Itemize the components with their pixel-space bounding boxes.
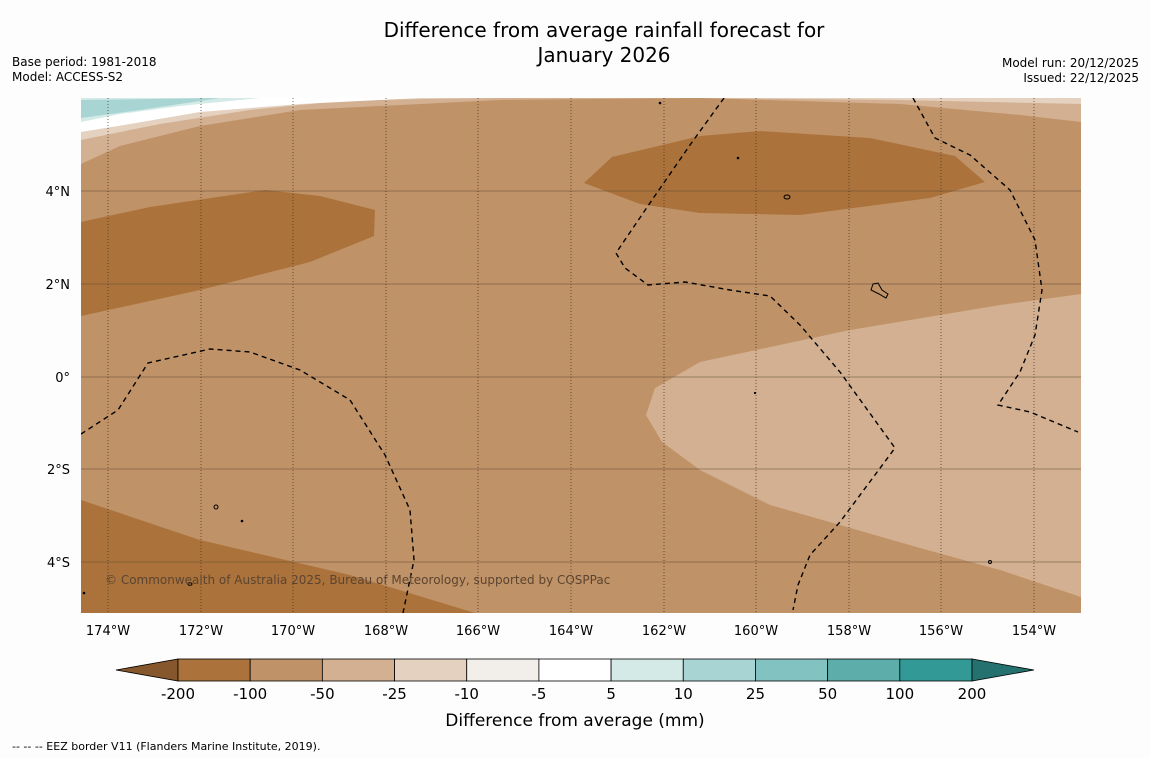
lon-label: 164°W	[549, 624, 593, 639]
colorbar-segments	[177, 658, 973, 682]
map-title: Difference from average rainfall forecas…	[300, 18, 908, 68]
lon-label: 170°W	[271, 624, 315, 639]
island-outline	[870, 282, 889, 299]
colorbar-segment	[899, 658, 973, 682]
colorbar-segment	[682, 658, 756, 682]
lon-label: 156°W	[919, 624, 963, 639]
lon-label: 174°W	[86, 624, 130, 639]
lat-label: 2°N	[46, 278, 71, 293]
meta-right: Model run: 20/12/2025 Issued: 22/12/2025	[1002, 56, 1139, 86]
base-period-text: Base period: 1981-2018	[12, 55, 157, 69]
lon-labels: 174°W 172°W 170°W 168°W 166°W 164°W 162°…	[86, 624, 1056, 639]
lat-label: 0°	[55, 371, 70, 386]
island-dot	[753, 391, 757, 395]
colorbar-segment	[249, 658, 323, 682]
eez-border-west	[81, 348, 415, 613]
model-text: Model: ACCESS-S2	[12, 70, 124, 84]
colorbar-segment	[177, 658, 251, 682]
title-line-1: Difference from average rainfall forecas…	[383, 18, 825, 42]
colorbar-segment	[610, 658, 684, 682]
colorbar-tick-label: 5	[606, 685, 616, 703]
field-dark-patch-southwest	[81, 500, 475, 613]
colorbar-segment	[538, 658, 612, 682]
title-line-2: January 2026	[537, 43, 671, 67]
colorbar-extend-high	[971, 658, 1035, 682]
colorbar-tick-label: -200	[161, 685, 195, 703]
island-outline	[988, 560, 992, 564]
colorbar-tick-label: 10	[674, 685, 693, 703]
issued-text: Issued: 22/12/2025	[1023, 71, 1139, 85]
island-dot	[82, 591, 86, 595]
colorbar-tick-label: -100	[233, 685, 267, 703]
meta-left: Base period: 1981-2018 Model: ACCESS-S2	[12, 55, 157, 85]
colorbar-tick-label: 200	[958, 685, 987, 703]
lon-label: 172°W	[179, 624, 223, 639]
eez-footnote: -- -- -- EEZ border V11 (Flanders Marine…	[12, 740, 321, 753]
colorbar-tick-label: -50	[310, 685, 335, 703]
colorbar-segment	[394, 658, 468, 682]
field-dark-patch-north	[584, 131, 985, 215]
colorbar-tick-label: 50	[818, 685, 837, 703]
colorbar-tick-label: 25	[746, 685, 765, 703]
island-outline	[783, 194, 791, 200]
colorbar-tick-labels: -200 -100 -50 -25 -10 -5 5 10 25 50 100 200	[161, 685, 986, 703]
colorbar-tick-label: -10	[454, 685, 479, 703]
legend-colorbar: -200 -100 -50 -25 -10 -5 5 10 25 50 100 200 Differe…	[115, 658, 1035, 731]
lat-gridlines	[81, 190, 1081, 563]
lon-label: 166°W	[456, 624, 500, 639]
rainfall-field	[81, 98, 1081, 613]
lat-labels: 4°N 2°N 0° 2°S 4°S	[46, 185, 71, 571]
lon-label: 160°W	[734, 624, 778, 639]
island-dot	[240, 519, 244, 523]
lon-label: 168°W	[364, 624, 408, 639]
island-outline	[213, 504, 219, 510]
lat-label: 4°N	[46, 185, 71, 200]
colorbar-segment	[755, 658, 829, 682]
colorbar-tick-label: -25	[382, 685, 407, 703]
colorbar-segment	[466, 658, 540, 682]
eez-border-central	[615, 98, 896, 611]
island-outline	[187, 582, 193, 586]
lon-label: 162°W	[642, 624, 686, 639]
colorbar-extend-low	[115, 658, 179, 682]
islands	[82, 101, 992, 595]
colorbar-segment	[321, 658, 395, 682]
eez-borders	[81, 98, 1079, 613]
lon-label: 158°W	[827, 624, 871, 639]
field-light-patch-east	[646, 294, 1081, 597]
island-dot	[736, 156, 740, 160]
lon-label: 154°W	[1012, 624, 1056, 639]
model-run-text: Model run: 20/12/2025	[1001, 56, 1139, 70]
field-dark-patch-west	[81, 190, 375, 316]
lat-label: 4°S	[47, 556, 70, 571]
lat-label: 2°S	[47, 463, 70, 478]
colorbar-tick-label: 100	[885, 685, 914, 703]
copyright-text: © Commonwealth of Australia 2025, Bureau…	[105, 573, 610, 587]
lon-gridlines	[107, 98, 1035, 613]
island-dot	[658, 101, 662, 105]
field-band-teal	[81, 98, 220, 118]
eez-border-east	[912, 98, 1079, 433]
colorbar-segment	[827, 658, 901, 682]
legend-title: Difference from average (mm)	[445, 711, 704, 731]
colorbar-tick-label: -5	[531, 685, 546, 703]
